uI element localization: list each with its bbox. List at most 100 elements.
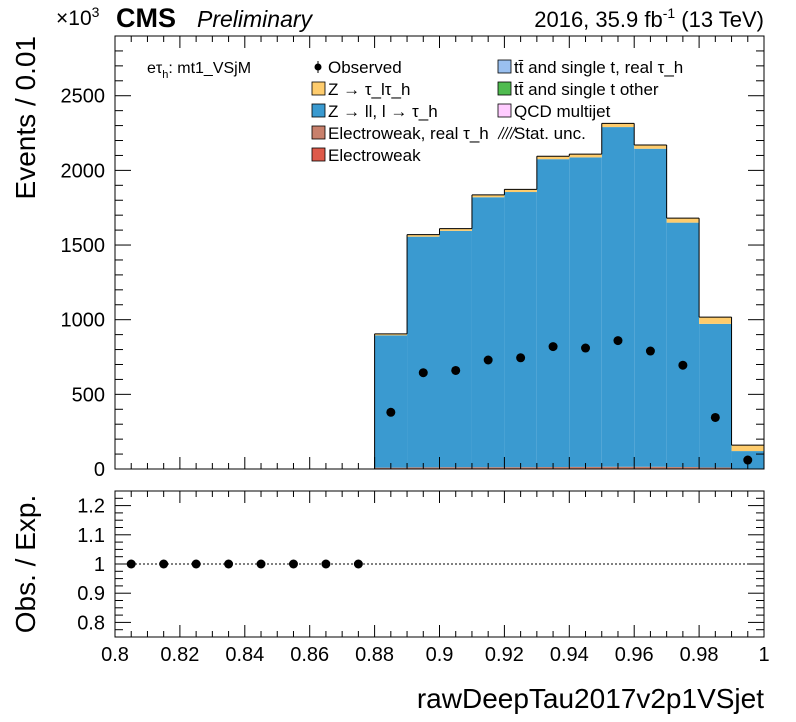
x-axis-title: rawDeepTau2017v2p1VSjet (417, 683, 764, 714)
stack-outline (374, 122, 764, 469)
preliminary-label: Preliminary (197, 6, 314, 32)
observed-point-4 (516, 353, 526, 363)
main-plot-panel: 0 500 1000 1500 2000 2500 Events / 0.01 (10, 35, 765, 481)
lumi-prefix: 2016, 35.9 fb (534, 7, 662, 32)
bar-6-bin-17 (666, 218, 700, 223)
exponent-prefix: ×10 (56, 7, 92, 30)
bar-5-bin-17 (666, 222, 700, 468)
exponent-label: ×103 (56, 4, 100, 30)
bar-5-bin-13 (536, 159, 570, 468)
ratio-points (126, 559, 363, 569)
bar-6-bin-8 (374, 333, 408, 336)
y-axis-title: Events / 0.01 (10, 36, 41, 199)
bar-6-bin-18 (699, 317, 732, 324)
bar-5-bin-12 (504, 192, 537, 468)
bar-6-bin-13 (536, 156, 570, 160)
legend-swatch-c2-2 (497, 103, 512, 118)
ratio-y-tick-label-1: 0.9 (77, 583, 105, 605)
legend-label-c1-1: Z → ll, l → τ_h (328, 102, 438, 121)
main-y-ticks: 0 500 1000 1500 2000 2500 (61, 35, 764, 481)
ratio-y-tick-label-3: 1.1 (77, 525, 105, 547)
ratio-x-ticks: 0.8 0.82 0.84 0.86 0.88 0.9 0.92 0.94 0.96 0.98 1 (101, 491, 770, 666)
bar-6-bin-14 (569, 154, 602, 158)
observed-point-6 (581, 343, 591, 353)
bar-5-bin-15 (601, 127, 635, 467)
ratio-point-1 (159, 559, 169, 569)
observed-point-8 (645, 346, 655, 356)
ratio-y-ticks: 0.8 0.9 1 1.1 1.2 (77, 490, 764, 638)
bar-6-bin-16 (634, 144, 667, 149)
x-tick-label-9: 0.98 (680, 644, 719, 666)
x-tick-label-4: 0.88 (355, 644, 394, 666)
ratio-y-tick-label-2: 1 (94, 554, 105, 576)
exponent-power: 3 (92, 4, 100, 20)
bar-6-bin-10 (439, 228, 472, 231)
stacked-histogram (374, 123, 764, 470)
ratio-plot-panel: 0.8 0.82 0.84 0.86 0.88 0.9 0.92 0.94 0.96 0.98 1 … (10, 490, 770, 714)
bar-5-bin-14 (569, 157, 602, 467)
legend-swatch-c1-2 (311, 125, 326, 140)
legend-swatch-c1-1 (311, 103, 326, 118)
ratio-point-2 (191, 559, 201, 569)
observed-point-0 (386, 407, 396, 417)
legend-label-c2-2: QCD multijet (514, 102, 611, 121)
observed-point-7 (613, 336, 623, 346)
legend-swatch-c2-0 (497, 59, 512, 74)
legend-label-c1-0: Z → τ_lτ_h (328, 80, 410, 99)
bar-5-bin-10 (439, 230, 472, 468)
bar-5-bin-16 (634, 148, 667, 467)
x-tick-label-7: 0.94 (550, 644, 589, 666)
x-tick-label-5: 0.9 (426, 644, 454, 666)
cms-label: CMS (116, 3, 176, 33)
bar-5-bin-9 (407, 236, 440, 468)
ratio-point-6 (321, 559, 331, 569)
x-tick-label-3: 0.86 (290, 644, 329, 666)
ratio-point-4 (256, 559, 266, 569)
x-tick-label-0: 0.8 (101, 644, 129, 666)
legend: eτh: mt1_VSjM Observed Z → τ_lτ_h Z → ll, … (147, 58, 683, 165)
x-tick-label-10: 1 (758, 644, 769, 666)
bar-6-bin-19 (731, 445, 764, 452)
channel-label: eτh: mt1_VSjM (147, 60, 251, 81)
legend-swatch-c1-0 (311, 81, 326, 96)
y-tick-label-3: 1500 (61, 235, 106, 257)
legend-swatch-c1-3 (311, 147, 326, 162)
legend-observed-label: Observed (328, 58, 402, 77)
y-tick-label-1: 500 (72, 384, 105, 406)
y-tick-label-2: 1000 (61, 310, 106, 332)
legend-label-c2-0: tt̄ and single t, real τ_h (514, 58, 683, 77)
x-tick-label-6: 0.92 (485, 644, 524, 666)
legend-label-c1-2: Electroweak, real τ_h (328, 124, 489, 143)
legend-label-c2-1: tt̄ and single t other (514, 80, 659, 99)
observed-point-5 (548, 342, 558, 352)
bar-5-bin-11 (471, 197, 505, 468)
ratio-point-0 (126, 559, 136, 569)
bar-5-bin-8 (374, 335, 408, 468)
bar-6-bin-12 (504, 189, 537, 193)
ratio-y-tick-label-4: 1.2 (77, 496, 105, 518)
luminosity-label: 2016, 35.9 fb-1 (13 TeV) (534, 5, 764, 32)
y-tick-label-4: 2000 (61, 160, 106, 182)
ratio-point-5 (288, 559, 298, 569)
legend-swatch-c2-1 (497, 81, 512, 96)
legend-stat-unc-label: Stat. unc. (514, 124, 586, 143)
observed-points (386, 336, 753, 465)
legend-stat-unc-swatch (497, 126, 517, 140)
observed-point-10 (710, 412, 720, 422)
bar-6-bin-15 (601, 123, 635, 128)
y-tick-label-0: 0 (94, 459, 105, 481)
bar-6-bin-9 (407, 234, 440, 237)
lumi-sup: -1 (663, 5, 676, 21)
main-x-ticks (114, 36, 765, 469)
ratio-y-tick-label-0: 0.8 (77, 612, 105, 634)
x-tick-label-8: 0.96 (615, 644, 654, 666)
observed-point-1 (418, 368, 428, 378)
legend-label-c1-3: Electroweak (328, 146, 421, 165)
ratio-point-3 (224, 559, 234, 569)
x-tick-label-2: 0.84 (225, 644, 264, 666)
bar-6-bin-11 (471, 194, 505, 198)
ratio-y-axis-title: Obs. / Exp. (10, 495, 41, 634)
y-tick-label-5: 2500 (61, 86, 106, 108)
x-tick-label-1: 0.82 (160, 644, 199, 666)
